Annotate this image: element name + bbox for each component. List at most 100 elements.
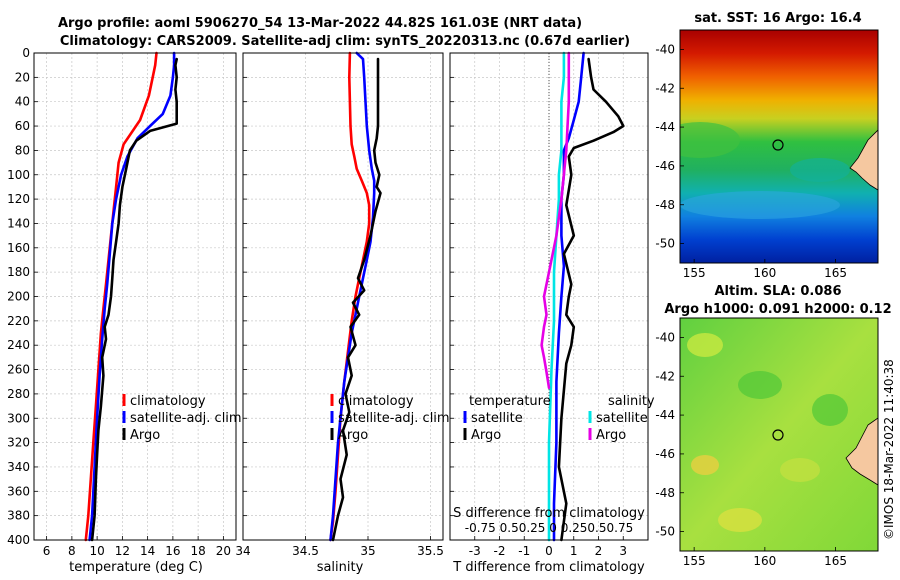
y-tick-label: 0 xyxy=(22,46,30,60)
x-tick-label: 20 xyxy=(216,544,231,558)
axes-frame xyxy=(242,52,444,541)
x-tick-label: 35 xyxy=(360,544,375,558)
series-satellite-adj-clim xyxy=(88,51,176,542)
map-x-tick-label: 165 xyxy=(824,554,847,568)
y-tick-label: 380 xyxy=(7,509,30,523)
temperature-panel: 0 20 40 60 80 100 120 140 160 180 200 220 240 260 280 3… xyxy=(7,46,237,558)
map-y-tick-label: -44 xyxy=(655,120,675,134)
sla-blob xyxy=(738,371,782,399)
sla-blob xyxy=(718,508,762,532)
y-tick-label: 280 xyxy=(7,387,30,401)
x-tick-label: 1 xyxy=(570,544,578,558)
legend-label-argo: Argo xyxy=(338,428,368,443)
y-tick-label: 400 xyxy=(7,533,30,547)
sst-blue-band xyxy=(680,191,840,219)
sla-map-frame xyxy=(679,317,879,552)
salinity-xlabel: salinity xyxy=(317,560,364,575)
sla-blob xyxy=(812,394,848,426)
map-y-tick-label: -42 xyxy=(655,369,675,383)
series-argo xyxy=(90,57,178,542)
x-tick-label: 14 xyxy=(140,544,155,558)
legend-label-s-satellite: satellite xyxy=(596,411,648,426)
y-tick-label: 20 xyxy=(15,70,30,84)
sla-map-title2: Argo h1000: 0.091 h2000: 0.12 xyxy=(664,302,891,317)
map-y-tick-label: -48 xyxy=(655,198,675,212)
y-tick-label: 200 xyxy=(7,290,30,304)
map-y-tick-label: -44 xyxy=(655,408,675,422)
salinity-legend: climatology satellite-adj. clim Argo xyxy=(330,394,450,443)
legend-label-argo: Argo xyxy=(130,428,160,443)
legend-label-satellite: satellite-adj. clim xyxy=(130,411,242,426)
legend-label-t-argo: Argo xyxy=(471,428,501,443)
y-tick-label: 340 xyxy=(7,460,30,474)
x-tick-label: 6 xyxy=(43,544,51,558)
sla-blob xyxy=(691,455,719,475)
legend-label-satellite: satellite-adj. clim xyxy=(338,411,450,426)
map-x-tick-label: 165 xyxy=(824,266,847,280)
map-y-tick-label: -42 xyxy=(655,81,675,95)
sst-warm-patch xyxy=(680,122,740,158)
map-y-tick-label: -40 xyxy=(655,42,675,56)
figure-title-line2: Climatology: CARS2009. Satellite-adj cli… xyxy=(60,34,630,49)
axes-frame xyxy=(449,52,649,541)
sst-coastline xyxy=(849,129,878,191)
sla-coastline xyxy=(845,417,878,486)
legend-label-climatology: climatology xyxy=(130,394,206,409)
x-tick-label: 0 xyxy=(545,544,553,558)
difference-xlabel: T difference from climatology xyxy=(452,560,645,575)
x-tick-label: 16 xyxy=(165,544,180,558)
y-tick-label: 60 xyxy=(15,119,30,133)
legend-label-t-satellite: satellite xyxy=(471,411,523,426)
y-tick-label: 360 xyxy=(7,484,30,498)
x-tick-label: -2 xyxy=(494,544,506,558)
y-tick-label: 160 xyxy=(7,241,30,255)
difference-top-ticks: -0.75 0.50.25 0 0.250.50.75 xyxy=(465,521,633,535)
sst-map-ticks: 155 160 165 -40 -42 -44 -46 -48 -50 xyxy=(655,42,847,280)
map-x-tick-label: 160 xyxy=(753,266,776,280)
x-tick-label: -1 xyxy=(518,544,530,558)
salinity-panel: 34 34.5 35 35.5 xyxy=(235,51,444,558)
y-tick-label: 140 xyxy=(7,216,30,230)
x-tick-label: 10 xyxy=(89,544,104,558)
y-tick-label: 40 xyxy=(15,95,30,109)
sla-blob xyxy=(780,458,820,482)
legend-header-salinity: salinity xyxy=(608,394,655,409)
y-tick-label: 320 xyxy=(7,436,30,450)
series-satellite-adj-clim xyxy=(329,51,376,542)
x-tick-label: 12 xyxy=(115,544,130,558)
map-y-tick-label: -46 xyxy=(655,159,675,173)
series-t-argo xyxy=(557,57,625,542)
sst-map-frame xyxy=(679,29,879,264)
x-tick-label: 35.5 xyxy=(417,544,444,558)
x-tick-label: 2 xyxy=(595,544,603,558)
sla-field xyxy=(680,318,878,551)
sla-argo-marker xyxy=(772,429,784,441)
legend-header-temperature: temperature xyxy=(469,394,551,409)
map-y-tick-label: -50 xyxy=(655,237,675,251)
map-x-tick-label: 160 xyxy=(753,554,776,568)
map-y-tick-label: -50 xyxy=(655,525,675,539)
sst-map-title: sat. SST: 16 Argo: 16.4 xyxy=(694,11,861,26)
sla-map-ticks: 155 160 165 -40 -42 -44 -46 -48 -50 xyxy=(655,330,847,568)
y-tick-label: 100 xyxy=(7,168,30,182)
series-argo xyxy=(331,57,382,542)
y-tick-label: 240 xyxy=(7,338,30,352)
temperature-legend: climatology satellite-adj. clim Argo xyxy=(122,394,242,443)
y-tick-label: 120 xyxy=(7,192,30,206)
x-tick-label: -3 xyxy=(469,544,481,558)
x-tick-label: 8 xyxy=(68,544,76,558)
map-x-tick-label: 155 xyxy=(683,554,706,568)
map-x-tick-label: 155 xyxy=(683,266,706,280)
map-y-tick-label: -48 xyxy=(655,486,675,500)
sla-map xyxy=(680,318,878,551)
figure-title-line1: Argo profile: aoml 5906270_54 13-Mar-202… xyxy=(58,16,582,31)
difference-panel: -3 -2 -1 0 1 2 3 xyxy=(449,51,649,558)
x-tick-label: 34.5 xyxy=(292,544,319,558)
series-s-satellite xyxy=(547,51,566,542)
y-tick-label: 260 xyxy=(7,363,30,377)
temperature-xlabel: temperature (deg C) xyxy=(69,560,203,575)
legend-label-s-argo: Argo xyxy=(596,428,626,443)
x-tick-label: 34 xyxy=(235,544,250,558)
sla-map-title1: Altim. SLA: 0.086 xyxy=(715,284,842,299)
